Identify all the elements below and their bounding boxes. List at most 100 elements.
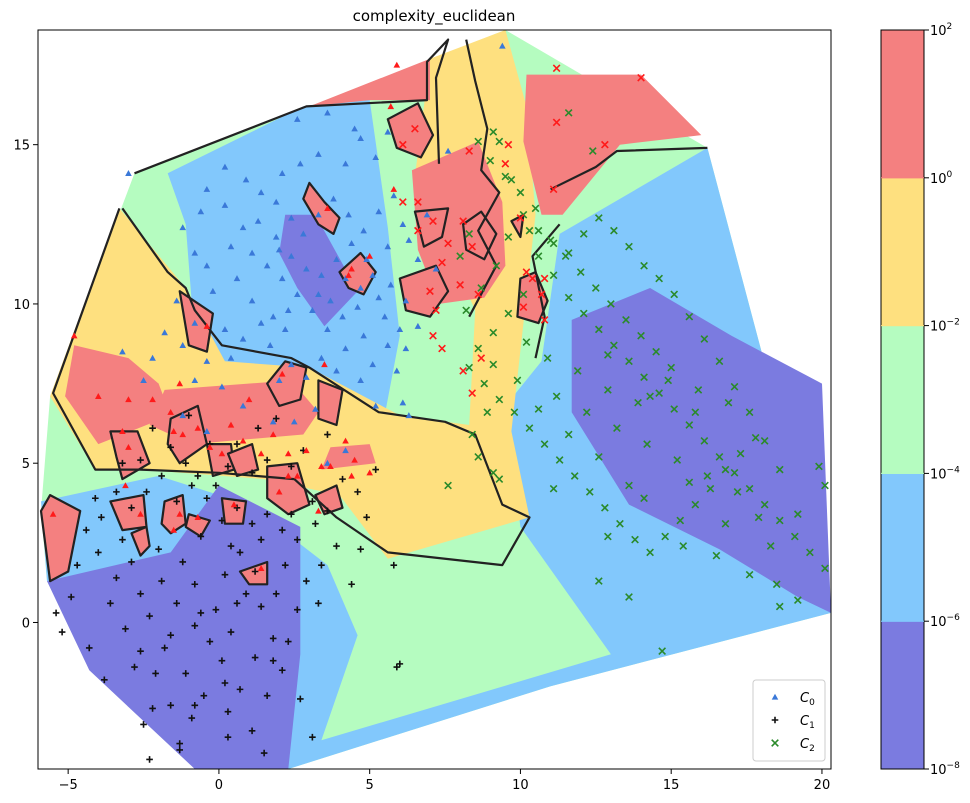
point-red-73	[552, 64, 561, 73]
point-red-1	[70, 332, 78, 339]
point-c2-66	[736, 449, 745, 458]
point-c1-67	[197, 533, 205, 540]
point-c2-101	[513, 376, 522, 385]
point-c2-75	[561, 252, 570, 261]
point-red-22	[327, 463, 334, 470]
point-c0-70	[357, 135, 364, 141]
point-c1-52	[248, 520, 256, 528]
point-c1-92	[137, 456, 144, 464]
point-c1-105	[52, 609, 60, 617]
point-c0-103	[381, 313, 389, 320]
point-c1-62	[98, 514, 105, 521]
colorbar-tick-label: 100	[930, 170, 953, 187]
point-c2-71	[622, 316, 630, 324]
point-red-79	[465, 147, 474, 155]
point-c2-9	[610, 341, 618, 350]
point-red-31	[324, 205, 331, 212]
point-c2-76	[546, 236, 555, 245]
point-red-38	[176, 510, 184, 517]
point-c1-57	[173, 498, 180, 505]
point-c2-57	[600, 503, 609, 512]
point-red-55	[474, 290, 483, 299]
point-c2-24	[821, 481, 829, 490]
point-c0-4	[179, 342, 187, 348]
point-c2-125	[691, 408, 700, 417]
boundary-cell-3	[398, 264, 450, 318]
point-c2-1	[492, 261, 501, 270]
point-c1-81	[224, 463, 232, 470]
point-red-6	[149, 396, 156, 403]
point-c1-50	[278, 526, 286, 534]
legend-marker-1	[771, 716, 779, 724]
point-c2-40	[579, 229, 588, 238]
point-red-65	[540, 316, 549, 324]
boundary-lines	[51, 38, 708, 567]
point-c1-2	[73, 561, 81, 569]
point-c1-37	[176, 746, 184, 754]
point-c1-10	[137, 647, 144, 655]
point-red-4	[119, 428, 126, 434]
boundary-cell-6	[178, 290, 214, 353]
point-c2-103	[468, 430, 477, 439]
point-c0-65	[257, 189, 265, 196]
point-c1-12	[167, 631, 174, 639]
point-c2-26	[793, 510, 802, 519]
point-c2-111	[712, 551, 721, 560]
point-c1-5	[122, 625, 129, 633]
point-c0-25	[303, 373, 310, 380]
point-red-18	[284, 450, 292, 457]
point-c2-83	[456, 252, 464, 261]
point-c0-91	[324, 459, 331, 466]
point-c1-87	[233, 440, 241, 448]
point-c0-31	[384, 342, 392, 348]
boundary-cell-10	[166, 404, 208, 465]
point-red-60	[516, 214, 525, 222]
boundary-line-1	[51, 207, 531, 567]
point-red-74	[549, 185, 558, 194]
point-red-35	[137, 510, 144, 517]
point-c0-108	[242, 176, 250, 183]
region-11	[411, 141, 506, 304]
point-c1-45	[303, 577, 310, 585]
point-c1-83	[263, 456, 271, 464]
point-c1-108	[297, 695, 304, 703]
point-c0-18	[233, 275, 241, 282]
point-c0-45	[248, 249, 256, 256]
point-c2-100	[543, 354, 552, 362]
point-c1-78	[393, 663, 401, 671]
point-c2-30	[730, 382, 739, 391]
point-c2-33	[685, 312, 694, 321]
point-c1-54	[218, 517, 226, 524]
point-c1-24	[251, 568, 259, 575]
colorbar-tick-label: 10−4	[930, 465, 960, 482]
point-c1-49	[294, 536, 301, 543]
point-c1-94	[182, 459, 190, 467]
point-c2-112	[745, 570, 754, 579]
point-c2-128	[495, 475, 504, 483]
point-c0-37	[369, 271, 376, 278]
point-c0-36	[387, 281, 395, 288]
point-c0-52	[345, 211, 352, 218]
colorbar-band-3	[881, 177, 924, 327]
point-c0-46	[254, 217, 262, 224]
point-red-72	[468, 389, 477, 397]
point-c1-51	[263, 510, 271, 518]
point-c2-106	[444, 481, 452, 490]
point-c0-12	[191, 249, 199, 256]
point-c2-82	[465, 229, 474, 238]
point-c0-101	[499, 42, 506, 49]
point-c1-103	[101, 676, 108, 684]
point-c2-88	[582, 408, 591, 417]
point-c2-129	[549, 484, 558, 493]
point-c2-115	[793, 596, 802, 605]
point-c0-100	[444, 147, 452, 154]
point-red-53	[444, 239, 452, 248]
point-red-40	[230, 501, 238, 508]
point-c0-97	[324, 109, 331, 116]
point-c0-110	[203, 185, 211, 192]
point-c2-127	[534, 405, 543, 413]
point-c0-93	[179, 412, 187, 419]
boundary-cell-2	[338, 251, 377, 296]
legend-marker-0	[771, 693, 779, 700]
point-c2-35	[655, 274, 663, 283]
